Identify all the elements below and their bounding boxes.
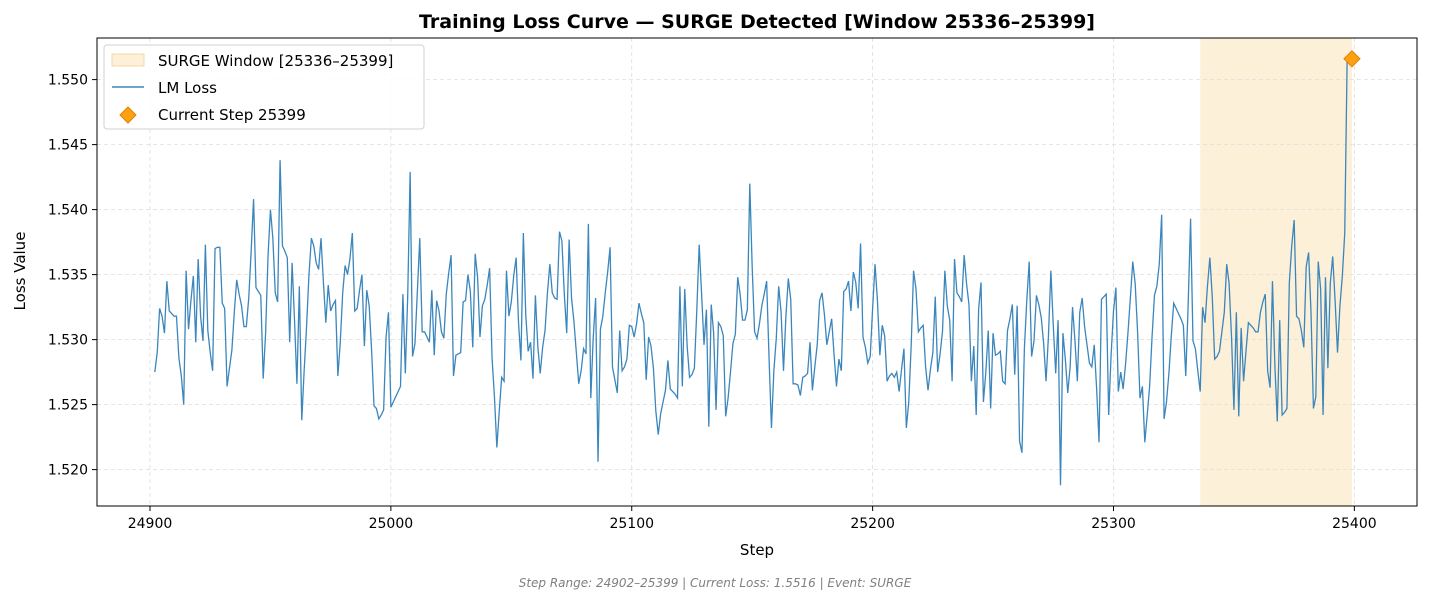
legend: SURGE Window [25336–25399] LM Loss Curre… [103, 44, 425, 130]
legend-marker-swatch [119, 106, 137, 124]
legend-window-label: SURGE Window [25336–25399] [158, 52, 393, 70]
x-axis-label: Step [740, 541, 774, 559]
footer-caption: Step Range: 24902–25399 | Current Loss: … [519, 576, 912, 590]
y-tick-label: 1.540 [48, 203, 88, 219]
lm-loss-line [154, 58, 1348, 486]
grid-lines [97, 38, 1417, 506]
y-tick-label: 1.535 [48, 268, 88, 284]
current-step-marker [1343, 50, 1361, 68]
surge-window-band [1200, 38, 1352, 506]
y-tick-label: 1.550 [48, 73, 88, 89]
chart-title: Training Loss Curve — SURGE Detected [Wi… [419, 11, 1095, 33]
y-axis: 1.520 1.525 1.530 1.535 1.540 1.545 1.550 [48, 73, 97, 479]
y-axis-label: Loss Value [11, 232, 29, 311]
legend-marker-label: Current Step 25399 [158, 106, 306, 124]
y-tick-label: 1.525 [48, 398, 88, 414]
x-axis: 24900 25000 25100 25200 25300 25400 [128, 506, 1377, 532]
legend-line-label: LM Loss [158, 79, 217, 97]
legend-box [103, 44, 425, 130]
legend-window-swatch [111, 53, 145, 67]
x-tick-label: 25400 [1332, 516, 1377, 532]
y-tick-label: 1.545 [48, 138, 88, 154]
plot-frame [96, 37, 1418, 507]
x-tick-label: 25000 [369, 516, 414, 532]
x-tick-label: 25100 [609, 516, 654, 532]
plot-area [96, 37, 1418, 507]
x-tick-label: 24900 [128, 516, 173, 532]
x-tick-label: 25200 [850, 516, 895, 532]
y-tick-label: 1.520 [48, 463, 88, 479]
y-tick-label: 1.530 [48, 333, 88, 349]
x-tick-label: 25300 [1091, 516, 1136, 532]
